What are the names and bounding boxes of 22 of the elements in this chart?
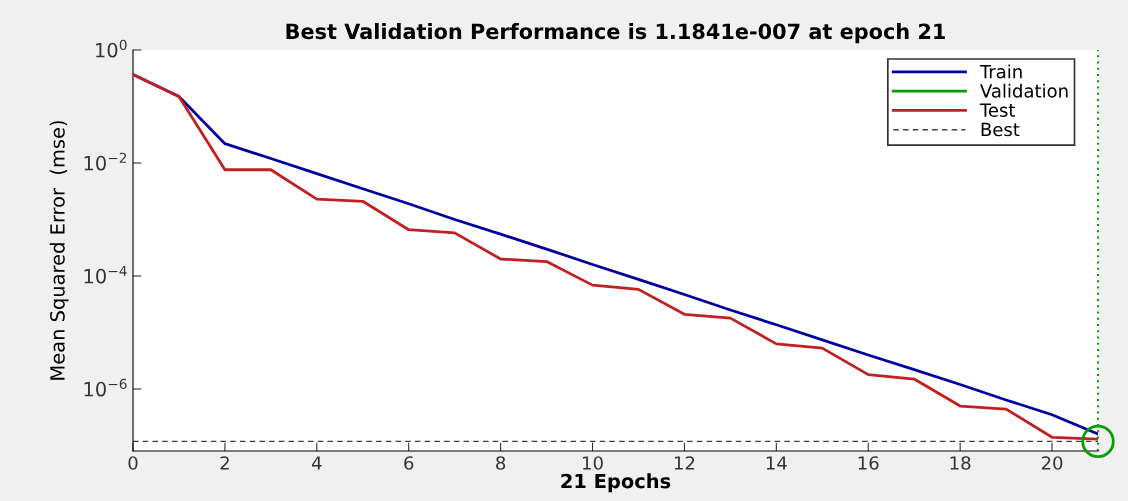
legend-label: Test xyxy=(979,103,1016,117)
y-axis-title: Mean Squared Error (mse) xyxy=(49,121,69,380)
y-tick-label: 10$^{−2}$ xyxy=(84,152,127,171)
x-tick-label: 2 xyxy=(220,456,229,470)
x-tick-label: 0 xyxy=(128,456,138,470)
legend-label: Validation xyxy=(980,83,1068,98)
y-tick-label: 10$^{−4}$ xyxy=(84,265,127,284)
x-tick-label: 8 xyxy=(496,456,506,470)
chart-title: Best Validation Performance is 1.1841e-007 at epoch 21 xyxy=(286,23,945,44)
x-axis-title: 21 Epochs xyxy=(561,473,671,493)
y-tick-label: 10$^{0}$ xyxy=(96,39,127,58)
x-tick-label: 10 xyxy=(583,456,603,470)
y-tick-label: 10$^{−6}$ xyxy=(84,378,127,397)
x-tick-label: 12 xyxy=(674,456,695,470)
x-tick-label: 20 xyxy=(1041,456,1063,470)
x-tick-label: 4 xyxy=(311,456,322,470)
legend-label: Train xyxy=(979,64,1022,79)
x-tick-label: 6 xyxy=(404,456,414,470)
x-tick-label: 14 xyxy=(766,456,787,470)
x-tick-label: 16 xyxy=(858,456,879,470)
x-tick-label: 18 xyxy=(950,456,971,470)
legend-label: Best xyxy=(981,122,1020,137)
